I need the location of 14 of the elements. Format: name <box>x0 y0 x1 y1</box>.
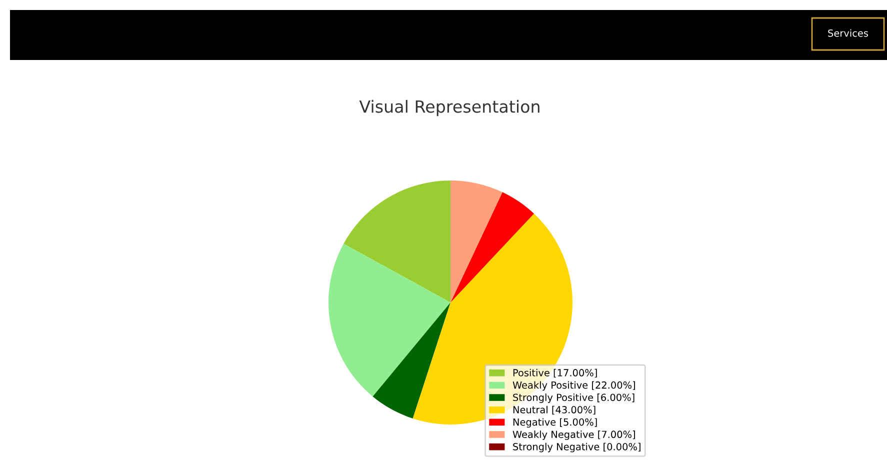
legend-label: Positive [17.00%] <box>513 368 597 378</box>
text: Services <box>828 29 868 37</box>
legend-label: Neutral [43.00%] <box>513 406 596 415</box>
legend-label: Strongly Negative [0.00%] <box>513 442 640 452</box>
legend-label: Strongly Positive [6.00%] <box>513 394 634 403</box>
legend-label: Weakly Positive [22.00%] <box>512 381 636 391</box>
legend-label: Negative [5.00%] <box>513 418 597 428</box>
pie-slice <box>328 244 450 397</box>
chart-title: Visual Representation <box>359 100 540 116</box>
legend-label: Weakly Negative [7.00%] <box>512 430 635 440</box>
pie-slice <box>344 180 450 302</box>
pie-slice <box>372 302 450 419</box>
pie-slice <box>450 192 534 302</box>
pie-slice <box>450 180 502 302</box>
